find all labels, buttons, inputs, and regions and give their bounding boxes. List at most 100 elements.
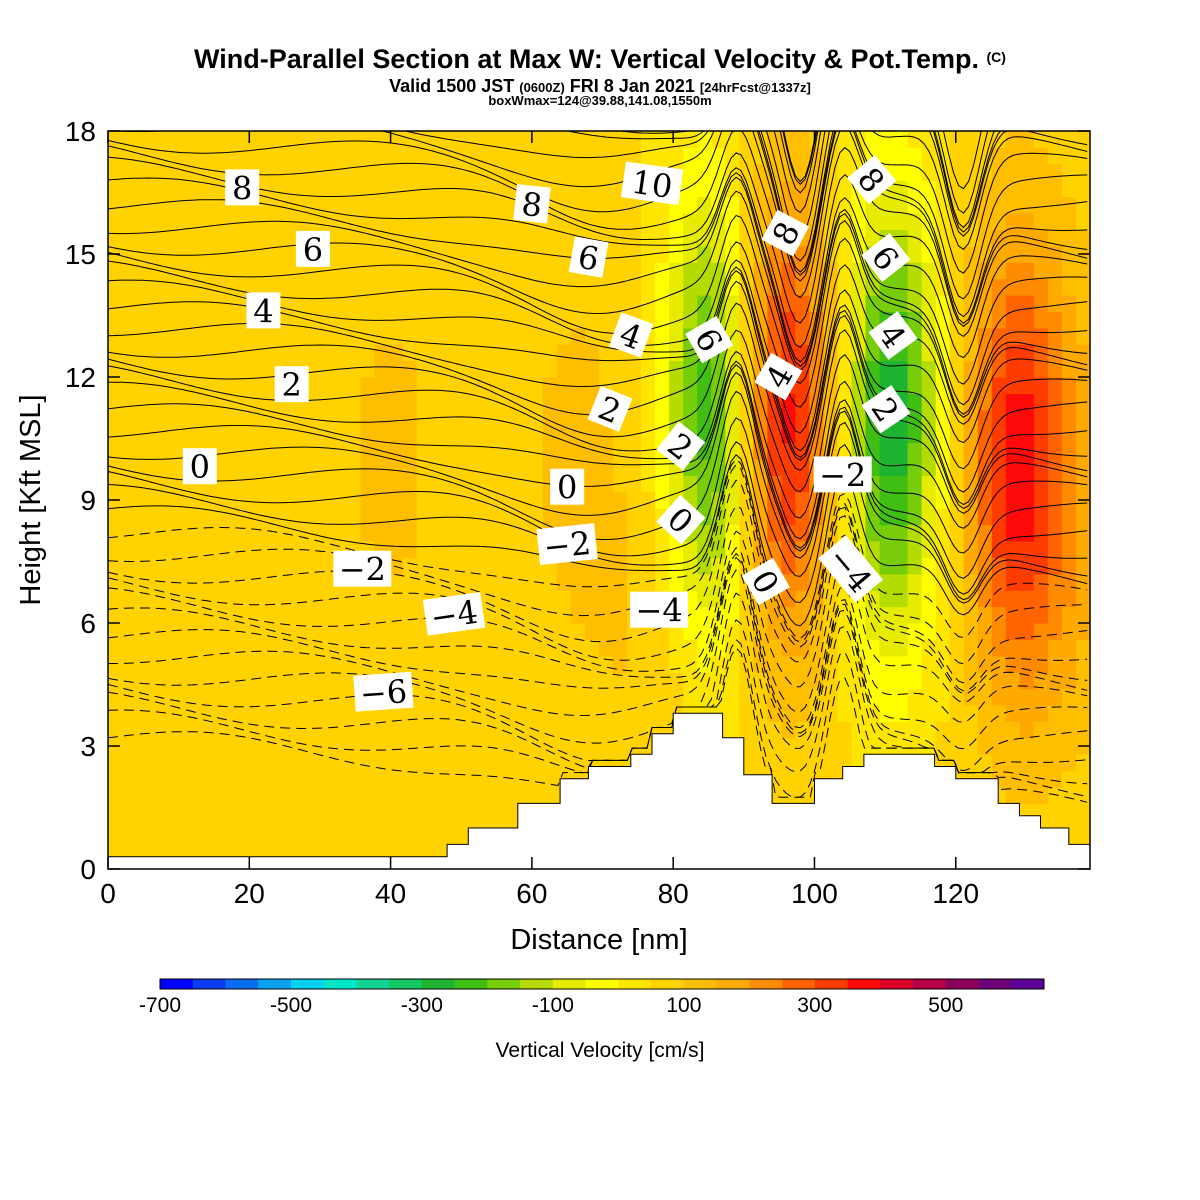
velocity-cell (122, 344, 137, 362)
velocity-cell (613, 573, 628, 591)
velocity-cell (1033, 278, 1049, 296)
velocity-cell (739, 639, 754, 657)
velocity-cell (1033, 721, 1049, 739)
velocity-cell (234, 803, 249, 821)
velocity-cell (1047, 344, 1063, 362)
velocity-cell (823, 278, 839, 296)
velocity-cell (879, 213, 895, 230)
velocity-cell (641, 688, 656, 706)
velocity-cell (570, 573, 586, 591)
velocity-cell (1061, 278, 1077, 296)
velocity-cell (388, 524, 404, 542)
velocity-cell (907, 721, 923, 739)
velocity-cell (150, 639, 165, 657)
velocity-cell (542, 360, 558, 378)
velocity-cell (486, 295, 502, 312)
velocity-cell (472, 508, 488, 526)
velocity-cell (669, 295, 684, 312)
velocity-cell (458, 377, 474, 394)
velocity-cell (669, 655, 684, 673)
velocity-cell (599, 508, 614, 526)
velocity-cell (655, 327, 670, 345)
velocity-cell (599, 524, 614, 542)
velocity-cell (556, 262, 572, 280)
velocity-cell (627, 409, 642, 427)
velocity-cell (332, 721, 348, 739)
velocity-cell (122, 573, 137, 591)
velocity-cell (220, 147, 235, 165)
velocity-cell (276, 245, 291, 263)
velocity-cell (248, 147, 263, 165)
velocity-cell (641, 705, 656, 722)
velocity-cell (402, 344, 418, 362)
velocity-cell (402, 508, 418, 526)
velocity-cell (108, 229, 123, 247)
velocity-cell (164, 409, 179, 427)
velocity-cell (472, 442, 488, 460)
velocity-cell (388, 327, 404, 345)
velocity-cell (528, 688, 544, 706)
velocity-cell (613, 590, 628, 608)
velocity-cell (542, 295, 558, 312)
velocity-cell (458, 508, 474, 526)
velocity-cell (304, 278, 319, 296)
velocity-cell (388, 442, 404, 460)
velocity-cell (669, 147, 684, 165)
velocity-cell (683, 311, 698, 329)
velocity-cell (991, 491, 1007, 509)
velocity-cell (1005, 705, 1021, 722)
velocity-cell (655, 655, 670, 673)
velocity-cell (262, 737, 277, 755)
velocity-cell (262, 524, 277, 542)
velocity-cell (164, 819, 179, 837)
velocity-cell (178, 770, 193, 788)
velocity-cell (1033, 459, 1049, 476)
velocity-cell (599, 573, 614, 591)
velocity-cell (486, 737, 502, 755)
velocity-cell (528, 442, 544, 460)
velocity-cell (318, 803, 333, 821)
velocity-cell (122, 409, 137, 427)
velocity-cell (150, 770, 165, 788)
velocity-cell (627, 245, 642, 263)
velocity-cell (486, 754, 502, 772)
velocity-cell (655, 377, 670, 394)
velocity-cell (206, 541, 221, 558)
velocity-cell (472, 377, 488, 394)
velocity-cell (192, 623, 207, 640)
velocity-cell (542, 377, 558, 394)
velocity-cell (234, 229, 249, 247)
velocity-cell (599, 475, 614, 493)
velocity-cell (500, 442, 516, 460)
contour-label-box (274, 366, 309, 403)
velocity-cell (304, 573, 319, 591)
velocity-cell (795, 409, 810, 427)
velocity-cell (136, 491, 151, 509)
velocity-cell (150, 163, 165, 181)
velocity-cell (669, 213, 684, 230)
velocity-cell (248, 819, 263, 837)
velocity-cell (1076, 409, 1090, 427)
velocity-cell (556, 688, 572, 706)
velocity-cell (879, 295, 895, 312)
velocity-cell (500, 639, 516, 657)
velocity-cell (388, 426, 404, 444)
velocity-cell (416, 311, 432, 329)
velocity-cell (458, 295, 474, 312)
velocity-cell (486, 475, 502, 493)
velocity-cell (500, 754, 516, 772)
velocity-cell (304, 180, 319, 198)
velocity-cell (585, 655, 600, 673)
velocity-cell (977, 590, 993, 608)
velocity-cell (599, 213, 614, 230)
velocity-cell (304, 131, 319, 148)
velocity-cell (907, 590, 923, 608)
velocity-cell (893, 459, 909, 476)
velocity-cell (556, 737, 572, 755)
velocity-cell (556, 393, 572, 411)
velocity-cell (767, 737, 782, 755)
contour-label: −2 (536, 523, 598, 566)
velocity-cell (122, 262, 137, 280)
colorbar-swatch (192, 979, 226, 989)
velocity-cell (178, 639, 193, 657)
